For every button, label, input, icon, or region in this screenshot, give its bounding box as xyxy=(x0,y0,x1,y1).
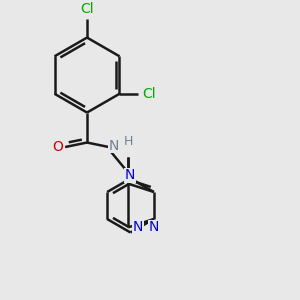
Text: N: N xyxy=(109,139,119,152)
Text: O: O xyxy=(52,140,63,154)
Text: Cl: Cl xyxy=(80,2,94,16)
Text: N: N xyxy=(133,220,143,234)
Text: Cl: Cl xyxy=(142,87,156,101)
Text: N: N xyxy=(124,168,135,182)
Text: N: N xyxy=(149,220,159,234)
Text: H: H xyxy=(123,134,133,148)
